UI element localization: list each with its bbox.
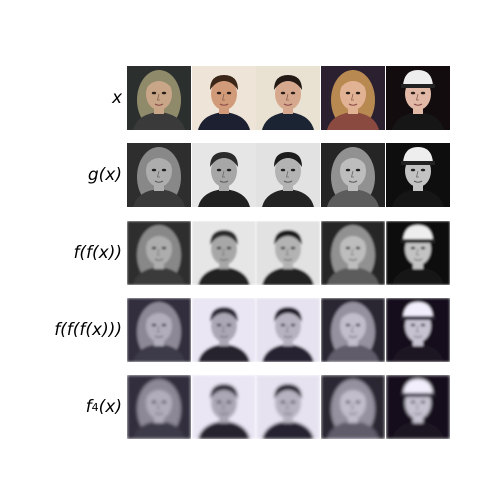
face-tile bbox=[386, 143, 450, 207]
row-label: x bbox=[111, 88, 122, 108]
face-tile bbox=[192, 221, 256, 285]
face-tile bbox=[386, 221, 450, 285]
face-thumbnail bbox=[127, 375, 191, 439]
row-label: f 4 (x) bbox=[85, 397, 122, 417]
face-tile bbox=[127, 298, 191, 362]
row-g-x: g(x) bbox=[0, 143, 500, 207]
face-tile bbox=[192, 143, 256, 207]
face-thumbnail bbox=[127, 298, 191, 362]
face-tile bbox=[321, 221, 385, 285]
row-f-f-x: f(f(x)) bbox=[0, 221, 500, 285]
face-tile bbox=[256, 143, 320, 207]
face-tile bbox=[127, 66, 191, 130]
face-thumbnail bbox=[386, 375, 450, 439]
face-thumbnail bbox=[321, 375, 385, 439]
face-tile bbox=[256, 298, 320, 362]
face-tile bbox=[192, 375, 256, 439]
face-tile bbox=[321, 66, 385, 130]
face-thumbnail bbox=[256, 221, 320, 285]
face-thumbnail bbox=[192, 66, 256, 130]
face-thumbnail bbox=[256, 66, 320, 130]
face-thumbnail bbox=[386, 143, 450, 207]
face-thumbnail bbox=[386, 66, 450, 130]
face-tile bbox=[192, 298, 256, 362]
face-thumbnail bbox=[127, 221, 191, 285]
row-label: f(f(x)) bbox=[73, 243, 122, 263]
face-tile bbox=[192, 66, 256, 130]
face-tile bbox=[321, 375, 385, 439]
face-tile bbox=[127, 375, 191, 439]
face-thumbnail bbox=[321, 298, 385, 362]
row-label: g(x) bbox=[87, 165, 122, 185]
face-thumbnail bbox=[386, 221, 450, 285]
face-tile bbox=[256, 221, 320, 285]
face-tile bbox=[386, 298, 450, 362]
face-tile bbox=[321, 298, 385, 362]
face-thumbnail bbox=[192, 143, 256, 207]
face-tile bbox=[386, 66, 450, 130]
face-thumbnail bbox=[256, 298, 320, 362]
face-thumbnail bbox=[386, 298, 450, 362]
face-thumbnail bbox=[192, 375, 256, 439]
face-thumbnail bbox=[127, 66, 191, 130]
face-tile bbox=[256, 66, 320, 130]
face-tile bbox=[127, 221, 191, 285]
face-thumbnail bbox=[256, 375, 320, 439]
face-thumbnail bbox=[192, 221, 256, 285]
face-tile bbox=[321, 143, 385, 207]
face-tile bbox=[386, 375, 450, 439]
face-thumbnail bbox=[321, 66, 385, 130]
face-tile bbox=[256, 375, 320, 439]
row-label: f(f(f(x))) bbox=[54, 320, 122, 340]
face-thumbnail bbox=[127, 143, 191, 207]
row-f-f-f-x: f(f(f(x))) bbox=[0, 298, 500, 362]
face-thumbnail bbox=[321, 221, 385, 285]
face-thumbnail bbox=[192, 298, 256, 362]
row-x: x bbox=[0, 66, 500, 130]
face-thumbnail bbox=[321, 143, 385, 207]
face-tile bbox=[127, 143, 191, 207]
face-thumbnail bbox=[256, 143, 320, 207]
row-f4-x: f 4 (x) bbox=[0, 375, 500, 439]
